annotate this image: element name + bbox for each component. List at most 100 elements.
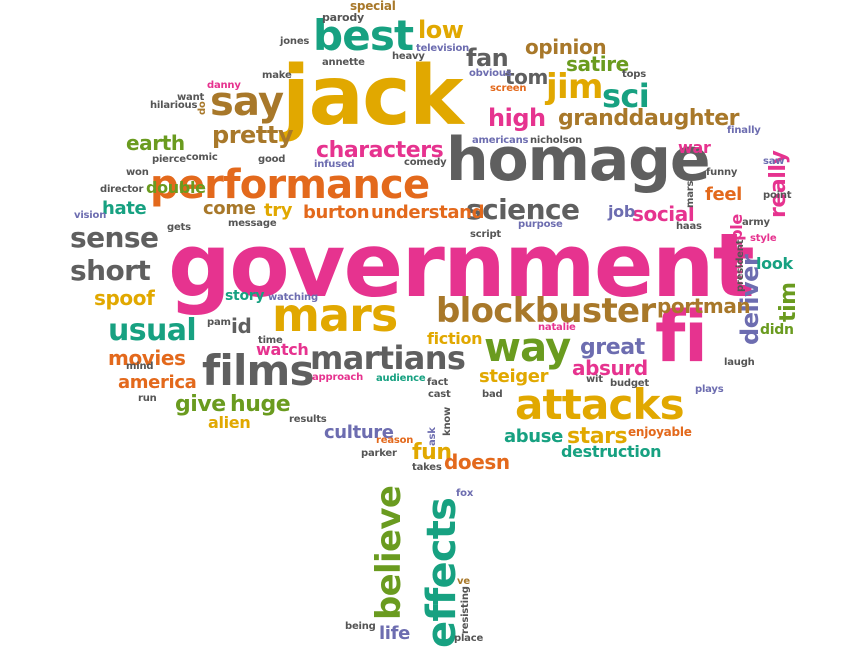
cloud-word: mars (272, 288, 398, 342)
cloud-word: approach (312, 372, 364, 383)
cloud-word: comedy (404, 157, 447, 168)
cloud-word: doesn (444, 450, 510, 474)
cloud-word: time (258, 335, 283, 346)
cloud-word: enjoyable (628, 425, 692, 439)
cloud-word: want (177, 92, 205, 103)
cloud-word: mind (126, 361, 154, 372)
cloud-word: job (608, 202, 635, 221)
cloud-word: double (146, 178, 206, 197)
cloud-word: heavy (392, 51, 425, 62)
cloud-word: spoof (94, 286, 155, 310)
cloud-word: won (126, 167, 149, 178)
cloud-word: bad (482, 389, 503, 400)
cloud-word: try (264, 200, 293, 221)
cloud-word: ask (427, 427, 438, 446)
cloud-word: run (138, 393, 157, 404)
cloud-word: tim (776, 282, 801, 322)
cloud-word: pierce (152, 154, 186, 165)
cloud-word: president (735, 239, 746, 292)
cloud-word: cast (428, 389, 451, 400)
cloud-word: sci (602, 77, 650, 115)
cloud-word: watching (268, 292, 318, 303)
cloud-word: point (763, 190, 792, 201)
cloud-word: usual (108, 313, 197, 348)
cloud-word: tops (622, 69, 646, 80)
cloud-word: science (466, 193, 580, 226)
cloud-word: good (258, 154, 286, 165)
cloud-word: burton (303, 202, 370, 223)
cloud-word: fiction (427, 329, 483, 348)
cloud-word: fan (466, 44, 509, 72)
cloud-word: hilarious (150, 100, 198, 111)
cloud-word: jones (280, 36, 310, 47)
cloud-word: results (289, 414, 327, 425)
cloud-word: audience (376, 373, 426, 384)
cloud-word: haas (676, 221, 702, 232)
cloud-word: wit (586, 374, 603, 385)
cloud-word: stars (567, 424, 628, 449)
cloud-word: government (168, 214, 755, 317)
cloud-word: fox (456, 488, 474, 499)
cloud-word: attacks (515, 380, 685, 429)
cloud-word: high (488, 104, 546, 132)
cloud-word: army (742, 217, 770, 228)
cloud-word: director (100, 184, 144, 195)
cloud-word: finally (727, 125, 761, 136)
cloud-word: come (203, 198, 256, 219)
cloud-word: jack (282, 49, 464, 144)
cloud-word: tom (505, 65, 548, 89)
cloud-word: opinion (525, 35, 607, 59)
cloud-word: funny (706, 167, 738, 178)
cloud-word: homage (446, 125, 711, 195)
cloud-word: say (210, 79, 284, 125)
cloud-word: give (175, 392, 226, 417)
cloud-word: sense (70, 221, 159, 254)
cloud-word: destruction (561, 442, 662, 461)
cloud-word: watch (256, 340, 309, 359)
cloud-word: abuse (504, 426, 563, 447)
cloud-word: plays (695, 384, 724, 395)
cloud-word: portman (657, 294, 751, 318)
cloud-word: mars (685, 180, 696, 208)
cloud-word: best (313, 11, 414, 60)
cloud-word: danny (207, 80, 241, 91)
cloud-word: nicholson (530, 135, 583, 146)
cloud-word: satire (566, 52, 629, 76)
cloud-word: life (379, 623, 410, 644)
cloud-word: do (197, 101, 208, 115)
cloud-word: resisting (460, 586, 471, 634)
cloud-word: reason (376, 435, 414, 446)
cloud-word: understand (371, 202, 485, 223)
cloud-word: movies (108, 346, 186, 370)
cloud-word: ve (457, 576, 470, 587)
cloud-word: parody (322, 11, 365, 24)
cloud-word: parker (361, 448, 397, 459)
cloud-word: didn (760, 322, 794, 338)
cloud-word: takes (412, 462, 442, 473)
cloud-word: style (750, 233, 777, 244)
cloud-word: being (345, 621, 376, 632)
cloud-word: effects (419, 497, 465, 648)
cloud-word: vision (74, 210, 107, 221)
cloud-word: films (202, 346, 314, 395)
cloud-word: characters (316, 138, 444, 163)
cloud-word: blockbuster (436, 291, 656, 331)
cloud-word: war (678, 138, 711, 157)
cloud-word: performance (150, 162, 430, 208)
cloud-word: fact (427, 377, 449, 388)
cloud-word: huge (230, 392, 291, 417)
cloud-word: purpose (518, 219, 563, 230)
cloud-word: social (632, 202, 695, 226)
cloud-word: americans (472, 135, 529, 146)
cloud-word: jim (546, 67, 603, 107)
cloud-word: place (454, 633, 484, 644)
cloud-word: saw (763, 156, 785, 167)
cloud-word: way (484, 325, 571, 371)
cloud-word: fi (655, 296, 708, 378)
cloud-word: make (262, 70, 292, 81)
cloud-word: america (118, 372, 197, 393)
cloud-word: steiger (479, 366, 549, 387)
cloud-word: special (350, 0, 396, 13)
cloud-word: annette (322, 57, 365, 68)
cloud-word: message (228, 218, 277, 229)
